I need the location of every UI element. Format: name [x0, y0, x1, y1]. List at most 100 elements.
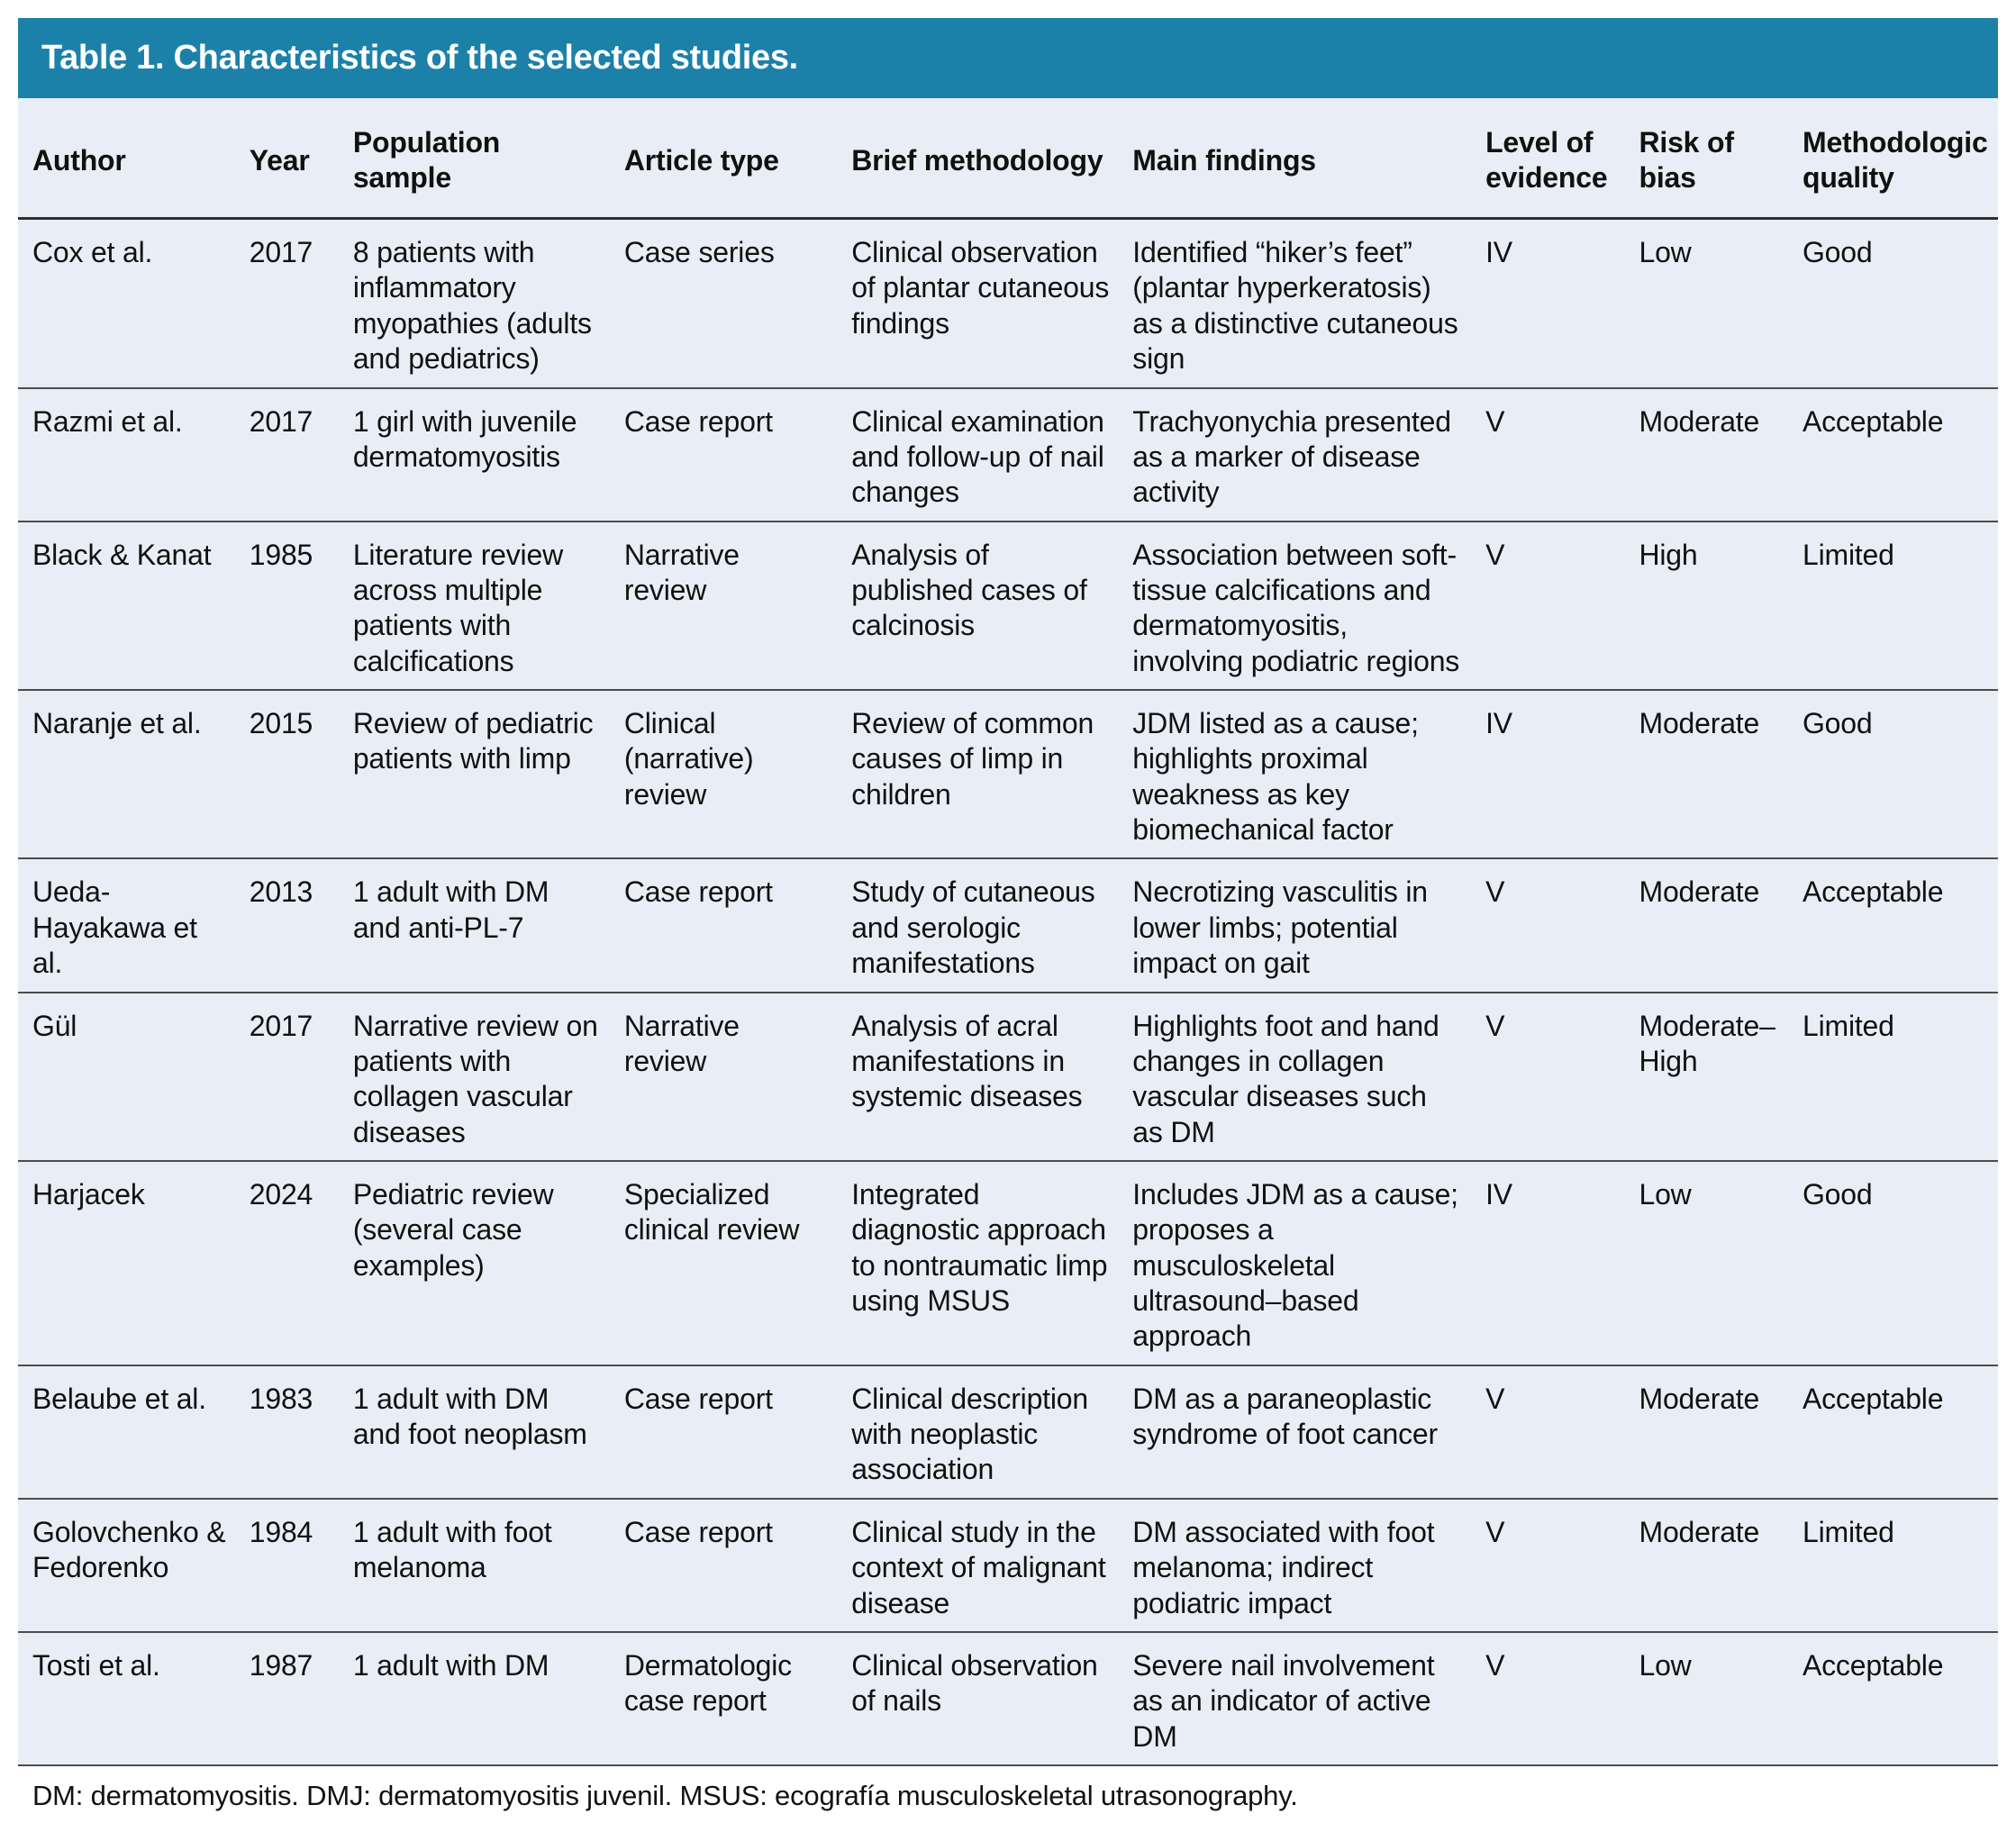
cell-population: Pediatric review (several case examples) [352, 1160, 624, 1366]
column-header: Year [249, 98, 353, 221]
table-row: Tosti et al. 1987 1 adult with DM Dermatolo… [18, 1631, 1998, 1767]
cell-year: 2024 [249, 1160, 353, 1366]
cell-bias: Moderate–High [1639, 992, 1803, 1162]
cell-quality: Acceptable [1802, 1631, 1998, 1767]
cell-article_type: Case report [623, 1365, 852, 1500]
cell-author: Gül [18, 992, 250, 1162]
cell-population: Literature review across multiple patien… [352, 521, 624, 692]
column-header: Author [18, 98, 250, 221]
cell-year: 2017 [249, 387, 353, 522]
table-row: Golovchenko & Fedorenko 1984 1 adult with … [18, 1498, 1998, 1633]
cell-evidence: V [1485, 387, 1639, 522]
cell-bias: High [1639, 521, 1803, 692]
cell-year: 2017 [249, 218, 353, 389]
cell-population: 1 girl with juvenile dermatomyositis [352, 387, 624, 522]
cell-bias: Moderate [1639, 690, 1803, 860]
cell-quality: Acceptable [1802, 858, 1998, 993]
cell-article_type: Clinical (narrative) review [623, 690, 852, 860]
cell-year: 1984 [249, 1498, 353, 1633]
table-row: Gül 2017 Narrative review on patients with… [18, 992, 1998, 1162]
cell-methodology: Analysis of published cases of calcinosi… [851, 521, 1133, 692]
cell-year: 1987 [249, 1631, 353, 1767]
cell-quality: Limited [1802, 521, 1998, 692]
cell-population: Review of pediatric patients with limp [352, 690, 624, 860]
cell-year: 2015 [249, 690, 353, 860]
cell-methodology: Clinical observation of plantar cutaneou… [851, 218, 1133, 389]
cell-author: Ueda-Hayakawa et al. [18, 858, 250, 993]
cell-article_type: Specialized clinical review [623, 1160, 852, 1366]
cell-bias: Low [1639, 218, 1803, 389]
cell-author: Harjacek [18, 1160, 250, 1366]
cell-findings: Association between soft-tissue calcific… [1132, 521, 1486, 692]
cell-findings: DM associated with foot melanoma; indire… [1132, 1498, 1486, 1633]
column-header: Population sample [352, 98, 624, 221]
cell-year: 2017 [249, 992, 353, 1162]
cell-year: 1985 [249, 521, 353, 692]
cell-quality: Good [1802, 1160, 1998, 1366]
cell-article_type: Narrative review [623, 521, 852, 692]
cell-evidence: V [1485, 1631, 1639, 1767]
cell-findings: DM as a paraneoplastic syndrome of foot … [1132, 1365, 1486, 1500]
table-row: Naranje et al. 2015 Review of pediatric pa… [18, 690, 1998, 860]
header-row: Author Year Population sample Article type B… [18, 98, 1998, 221]
cell-author: Golovchenko & Fedorenko [18, 1498, 250, 1633]
cell-evidence: V [1485, 1498, 1639, 1633]
cell-bias: Moderate [1639, 1498, 1803, 1633]
studies-table: Author Year Population sample Article type B… [18, 98, 1998, 1767]
table-row: Black & Kanat 1985 Literature review acros… [18, 521, 1998, 692]
cell-findings: Severe nail involvement as an indicator … [1132, 1631, 1486, 1767]
cell-year: 1983 [249, 1365, 353, 1500]
column-header: Methodologic quality [1802, 98, 1998, 221]
cell-article_type: Dermatologic case report [623, 1631, 852, 1767]
cell-author: Razmi et al. [18, 387, 250, 522]
table-row: Ueda-Hayakawa et al. 2013 1 adult with DM … [18, 858, 1998, 993]
cell-quality: Limited [1802, 1498, 1998, 1633]
cell-population: 1 adult with foot melanoma [352, 1498, 624, 1633]
cell-findings: Highlights foot and hand changes in coll… [1132, 992, 1486, 1162]
cell-evidence: V [1485, 992, 1639, 1162]
cell-bias: Moderate [1639, 387, 1803, 522]
cell-population: 1 adult with DM [352, 1631, 624, 1767]
column-header: Main findings [1132, 98, 1486, 221]
cell-evidence: V [1485, 1365, 1639, 1500]
column-header: Level of evidence [1485, 98, 1639, 221]
cell-article_type: Case report [623, 387, 852, 522]
cell-findings: JDM listed as a cause; highlights proxim… [1132, 690, 1486, 860]
table-row: Razmi et al. 2017 1 girl with juvenile der… [18, 387, 1998, 522]
cell-population: 1 adult with DM and foot neoplasm [352, 1365, 624, 1500]
cell-quality: Acceptable [1802, 387, 1998, 522]
cell-methodology: Integrated diagnostic approach to nontra… [851, 1160, 1133, 1366]
cell-quality: Good [1802, 218, 1998, 389]
cell-article_type: Case report [623, 1498, 852, 1633]
cell-bias: Moderate [1639, 858, 1803, 993]
cell-population: 1 adult with DM and anti-PL-7 [352, 858, 624, 993]
cell-evidence: V [1485, 521, 1639, 692]
cell-bias: Moderate [1639, 1365, 1803, 1500]
cell-author: Black & Kanat [18, 521, 250, 692]
cell-findings: Trachyonychia presented as a marker of d… [1132, 387, 1486, 522]
cell-evidence: IV [1485, 1160, 1639, 1366]
cell-methodology: Clinical observation of nails [851, 1631, 1133, 1767]
cell-author: Cox et al. [18, 218, 250, 389]
cell-methodology: Study of cutaneous and serologic manifes… [851, 858, 1133, 993]
cell-article_type: Case series [623, 218, 852, 389]
cell-article_type: Case report [623, 858, 852, 993]
column-header: Brief methodology [851, 98, 1133, 221]
table-row: Cox et al. 2017 8 patients with inflammato… [18, 218, 1998, 389]
table-footnote: DM: dermatomyositis. DMJ: dermatomyositi… [18, 1766, 1998, 1832]
cell-findings: Identified “hiker’s feet” (plantar hyper… [1132, 218, 1486, 389]
column-header: Risk of bias [1639, 98, 1803, 221]
cell-population: 8 patients with inflammatory myopathies … [352, 218, 624, 389]
cell-methodology: Review of common causes of limp in child… [851, 690, 1133, 860]
cell-bias: Low [1639, 1160, 1803, 1366]
cell-quality: Limited [1802, 992, 1998, 1162]
cell-year: 2013 [249, 858, 353, 993]
cell-methodology: Clinical description with neoplastic ass… [851, 1365, 1133, 1500]
cell-methodology: Clinical study in the context of maligna… [851, 1498, 1133, 1633]
cell-bias: Low [1639, 1631, 1803, 1767]
cell-article_type: Narrative review [623, 992, 852, 1162]
table-row: Belaube et al. 1983 1 adult with DM and fo… [18, 1365, 1998, 1500]
table-title: Table 1. Characteristics of the selected… [18, 18, 1998, 98]
cell-population: Narrative review on patients with collag… [352, 992, 624, 1162]
